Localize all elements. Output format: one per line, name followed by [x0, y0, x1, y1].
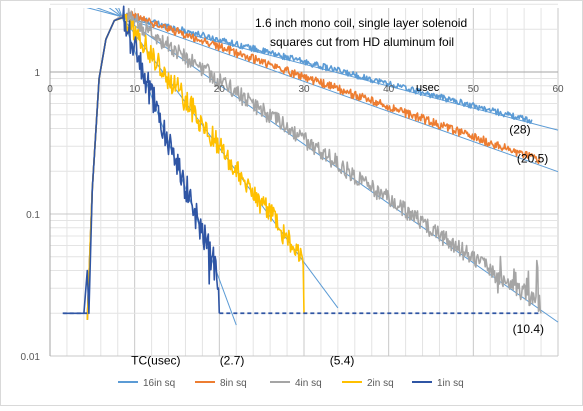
legend-entry: 4in sq — [270, 378, 322, 389]
series-line — [86, 7, 542, 320]
x-tick-label: 30 — [298, 84, 310, 95]
annotation-label: (28) — [509, 122, 530, 136]
series-group — [62, 5, 542, 320]
title-line-1: 1.6 inch mono coil, single layer solenoi… — [255, 16, 467, 30]
annotation-label: (5.4) — [330, 354, 355, 368]
x-tick-label: 40 — [383, 84, 395, 95]
fit-line — [95, 8, 559, 173]
x-tick-label: 50 — [468, 84, 480, 95]
y-tick-label: 0.01 — [21, 352, 41, 363]
annotations: TC(usec) (2.7) (5.4) (10.4) (20.5) (28) — [131, 122, 548, 367]
legend-entry: 1in sq — [412, 378, 464, 389]
series-line — [86, 12, 533, 320]
annotation-label: TC(usec) — [131, 354, 180, 368]
legend-label: 2in sq — [367, 378, 394, 389]
y-tick-label: 1 — [34, 68, 40, 79]
legend-entry: 8in sq — [195, 378, 247, 389]
x-tick-label: 60 — [552, 84, 564, 95]
x-axis-label: usec — [416, 82, 440, 94]
annotation-label: (2.7) — [220, 354, 245, 368]
x-tick-label: 10 — [129, 84, 141, 95]
annotation-label: (10.4) — [513, 322, 544, 336]
annotation-label: (20.5) — [517, 152, 548, 166]
series-line — [86, 10, 541, 320]
x-tick-label: 0 — [47, 84, 53, 95]
legend: 16in sq 8in sq 4in sq 2in sq 1in sq — [118, 378, 464, 389]
x-tick-label: 20 — [214, 84, 226, 95]
tick-labels: 0 10 20 30 40 50 60 1 0.1 0.01 — [21, 68, 564, 363]
chart-title: 1.6 inch mono coil, single layer solenoi… — [255, 16, 467, 49]
legend-entry: 16in sq — [118, 378, 175, 389]
legend-entry: 2in sq — [342, 378, 394, 389]
axes — [49, 8, 558, 356]
series-line — [86, 13, 305, 320]
legend-label: 4in sq — [295, 378, 322, 389]
legend-label: 16in sq — [143, 378, 175, 389]
y-tick-label: 0.1 — [26, 210, 40, 221]
legend-label: 8in sq — [220, 378, 247, 389]
title-line-2: squares cut from HD aluminum foil — [270, 35, 454, 49]
legend-label: 1in sq — [437, 378, 464, 389]
series-line — [63, 5, 221, 315]
